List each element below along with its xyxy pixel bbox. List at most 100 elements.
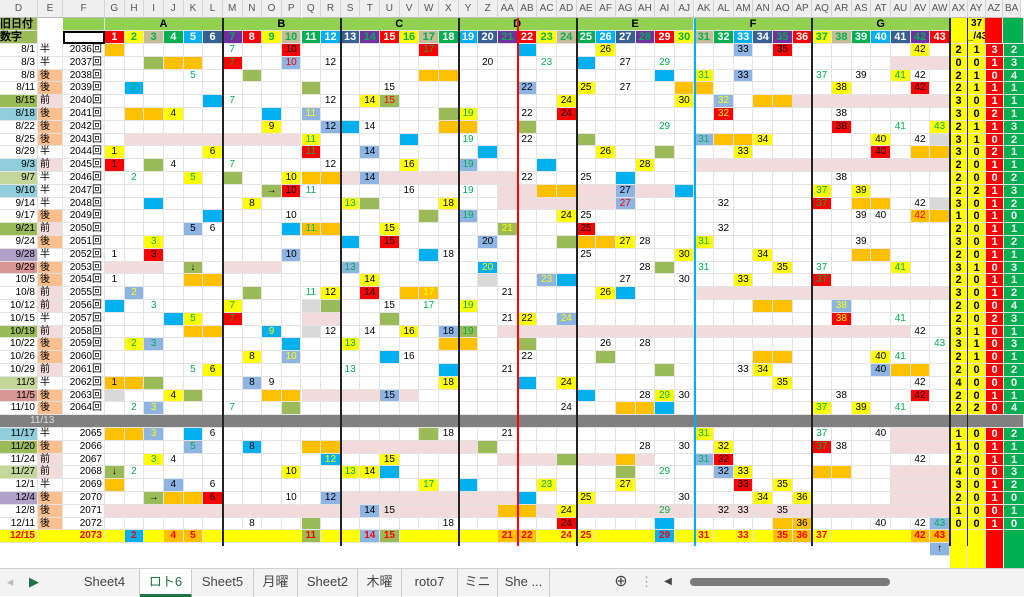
- grid-cell[interactable]: [596, 248, 616, 262]
- grid-cell[interactable]: [360, 376, 381, 390]
- grid-cell[interactable]: [714, 236, 734, 249]
- number-cell[interactable]: [537, 159, 557, 172]
- number-cell[interactable]: [851, 197, 872, 211]
- grid-cell[interactable]: [419, 120, 440, 134]
- number-cell[interactable]: 3: [144, 428, 164, 441]
- grid-cell[interactable]: [753, 223, 774, 236]
- grid-cell[interactable]: [871, 56, 891, 70]
- grid-cell[interactable]: [576, 108, 597, 121]
- grid-cell[interactable]: [301, 466, 322, 480]
- grid-cell[interactable]: [163, 120, 184, 134]
- grid-cell[interactable]: [517, 248, 538, 262]
- number-cell[interactable]: [144, 159, 164, 172]
- grid-cell[interactable]: [242, 453, 263, 467]
- grid-cell[interactable]: [851, 453, 872, 467]
- grid-cell[interactable]: [556, 56, 577, 70]
- grid-cell[interactable]: [694, 146, 715, 160]
- number-cell[interactable]: 32: [714, 197, 734, 211]
- number-cell[interactable]: [439, 338, 459, 352]
- grid-cell[interactable]: [851, 364, 872, 377]
- grid-cell[interactable]: [635, 428, 656, 441]
- grid-cell[interactable]: [163, 248, 184, 262]
- grid-cell[interactable]: [478, 389, 498, 403]
- grid-cell[interactable]: [694, 172, 715, 185]
- grid-cell[interactable]: [222, 466, 243, 480]
- grid-cell[interactable]: [517, 479, 538, 492]
- grid-cell[interactable]: [812, 236, 833, 249]
- grid-cell[interactable]: [262, 95, 282, 108]
- number-cell[interactable]: [301, 82, 322, 96]
- grid-cell[interactable]: [498, 108, 518, 121]
- grid-cell[interactable]: [615, 492, 636, 505]
- grid-cell[interactable]: [321, 210, 341, 224]
- grid-cell[interactable]: [498, 440, 518, 454]
- spreadsheet-grid[interactable]: D E F G H I J K L M N O P Q R S T U V W X Y Z AA AB AC AD AE AF AG AH A…: [0, 0, 1024, 568]
- grid-cell[interactable]: [124, 479, 145, 492]
- number-cell[interactable]: 12: [321, 95, 341, 108]
- number-cell[interactable]: 4: [163, 389, 184, 403]
- number-cell[interactable]: [183, 492, 204, 505]
- grid-cell[interactable]: [733, 248, 754, 262]
- grid-cell[interactable]: [733, 440, 754, 454]
- number-cell[interactable]: 22: [517, 312, 538, 326]
- number-cell[interactable]: 27: [615, 236, 636, 249]
- grid-cell[interactable]: [871, 312, 891, 326]
- column-header-e[interactable]: E: [38, 0, 63, 18]
- grid-cell[interactable]: [753, 69, 774, 83]
- grid-cell[interactable]: [262, 159, 282, 172]
- grid-cell[interactable]: [891, 210, 911, 224]
- grid-cell[interactable]: [242, 300, 263, 313]
- number-cell[interactable]: 21: [498, 364, 518, 377]
- grid-cell[interactable]: [419, 261, 440, 275]
- grid-cell[interactable]: [203, 517, 223, 531]
- grid-cell[interactable]: [498, 236, 518, 249]
- grid-cell[interactable]: [517, 389, 538, 403]
- number-cell[interactable]: 33: [733, 69, 754, 83]
- number-cell[interactable]: 28: [635, 261, 656, 275]
- grid-cell[interactable]: [301, 197, 322, 211]
- grid-cell[interactable]: [242, 492, 263, 505]
- grid-cell[interactable]: [301, 159, 322, 172]
- grid-cell[interactable]: [458, 376, 479, 390]
- grid-cell[interactable]: [891, 133, 911, 147]
- grid-cell[interactable]: [910, 274, 931, 288]
- number-cell[interactable]: 22: [517, 108, 538, 121]
- grid-cell[interactable]: [733, 492, 754, 505]
- grid-cell[interactable]: [183, 236, 204, 249]
- grid-cell[interactable]: [556, 159, 577, 172]
- grid-cell[interactable]: [773, 274, 793, 288]
- grid-cell[interactable]: [674, 223, 695, 236]
- grid-cell[interactable]: [812, 492, 833, 505]
- number-cell[interactable]: [930, 210, 950, 224]
- number-cell[interactable]: 29: [655, 466, 675, 480]
- number-cell[interactable]: 41: [891, 312, 911, 326]
- grid-cell[interactable]: [242, 274, 263, 288]
- column-header-ai[interactable]: AI: [655, 0, 675, 18]
- grid-cell[interactable]: [635, 44, 656, 57]
- number-cell[interactable]: [773, 300, 793, 313]
- grid-cell[interactable]: [655, 351, 675, 364]
- grid-cell[interactable]: [832, 223, 852, 236]
- number-cell[interactable]: [910, 364, 931, 377]
- grid-cell[interactable]: [399, 479, 420, 492]
- grid-cell[interactable]: [556, 261, 577, 275]
- grid-cell[interactable]: [812, 364, 833, 377]
- grid-cell[interactable]: [105, 287, 125, 300]
- number-cell[interactable]: [419, 210, 440, 224]
- grid-cell[interactable]: [498, 351, 518, 364]
- grid-cell[interactable]: [714, 517, 734, 531]
- number-cell[interactable]: 12: [321, 120, 341, 134]
- grid-cell[interactable]: [537, 376, 557, 390]
- grid-cell[interactable]: [871, 69, 891, 83]
- grid-cell[interactable]: [458, 402, 479, 416]
- grid-cell[interactable]: [399, 108, 420, 121]
- grid-cell[interactable]: [242, 172, 263, 185]
- grid-cell[interactable]: [262, 172, 282, 185]
- number-cell[interactable]: [517, 44, 538, 57]
- number-cell[interactable]: 25: [576, 210, 597, 224]
- grid-cell[interactable]: [360, 300, 381, 313]
- grid-cell[interactable]: [222, 389, 243, 403]
- grid-cell[interactable]: [792, 338, 813, 352]
- grid-cell[interactable]: [124, 236, 145, 249]
- grid-cell[interactable]: [714, 261, 734, 275]
